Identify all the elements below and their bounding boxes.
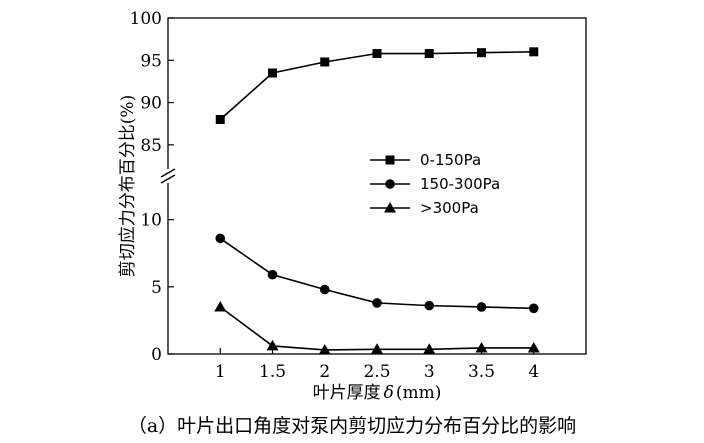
x-axis-unit: (mm)	[396, 383, 442, 403]
data-point	[423, 343, 436, 354]
x-tick-label: 4	[528, 362, 539, 382]
data-point	[372, 298, 382, 308]
data-point	[319, 284, 330, 295]
legend-label: >300Pa	[420, 199, 479, 217]
axis-break-gap	[159, 169, 177, 183]
series-layer	[214, 47, 540, 355]
legend-marker	[385, 155, 395, 165]
series-2	[214, 300, 540, 355]
x-axis-label-text: 叶片厚度	[313, 383, 381, 403]
x-tick-label: 3.5	[468, 362, 495, 382]
series-line	[219, 51, 534, 121]
x-tick-label: 1.5	[259, 362, 286, 382]
data-point	[475, 341, 488, 353]
y-tick-label: 5	[151, 278, 162, 298]
data-point	[214, 300, 227, 312]
data-point	[320, 57, 330, 67]
data-point	[424, 300, 435, 311]
legend-item: 0-150Pa	[370, 151, 481, 169]
data-point	[268, 68, 277, 78]
legend: 0-150Pa 150-300Pa >300Pa	[370, 151, 500, 217]
data-point	[476, 302, 487, 312]
data-point	[529, 47, 539, 57]
y-tick-label: 85	[140, 136, 162, 156]
data-point	[215, 114, 225, 124]
axis-break-slash	[160, 168, 176, 178]
axis-break	[159, 168, 177, 184]
y-tick-label: 100	[130, 9, 162, 29]
series-1	[215, 233, 539, 314]
data-point	[266, 339, 279, 351]
axis-break-slash	[160, 174, 176, 184]
x-tick-label: 3	[424, 362, 435, 382]
legend-item: >300Pa	[370, 199, 479, 217]
figure-caption: （a）叶片出口角度对泵内剪切应力分布百分比的影响	[127, 415, 577, 437]
x-tick-label: 2	[319, 362, 330, 382]
x-axis-symbol: δ	[384, 383, 394, 403]
y-tick-label: 90	[140, 94, 162, 114]
y-tick-label: 95	[140, 51, 162, 71]
legend-marker	[385, 179, 395, 189]
legend-item: 150-300Pa	[370, 175, 500, 193]
data-point	[372, 49, 382, 59]
data-point	[424, 49, 434, 59]
data-point	[527, 341, 540, 353]
data-point	[371, 343, 383, 354]
data-point	[215, 233, 226, 244]
data-point	[477, 48, 486, 58]
ticks: 1 1.5 2 2.5 3 3.5 4 85 90 95 100 0 5 10	[130, 9, 540, 382]
y-tick-label: 0	[151, 345, 162, 365]
legend-label: 150-300Pa	[420, 175, 500, 193]
legend-marker	[384, 202, 396, 213]
data-point	[267, 269, 278, 280]
y-axis-label: 剪切应力分布百分比(%)	[118, 95, 138, 277]
x-axis-label: 叶片厚度 δ (mm)	[313, 383, 442, 403]
legend-label: 0-150Pa	[420, 151, 481, 169]
series-line	[219, 237, 534, 310]
x-tick-label: 1	[215, 362, 226, 382]
data-point	[528, 303, 539, 314]
x-tick-label: 2.5	[363, 362, 390, 382]
data-point	[318, 343, 331, 355]
series-0	[215, 47, 539, 124]
y-tick-label: 10	[140, 211, 162, 231]
